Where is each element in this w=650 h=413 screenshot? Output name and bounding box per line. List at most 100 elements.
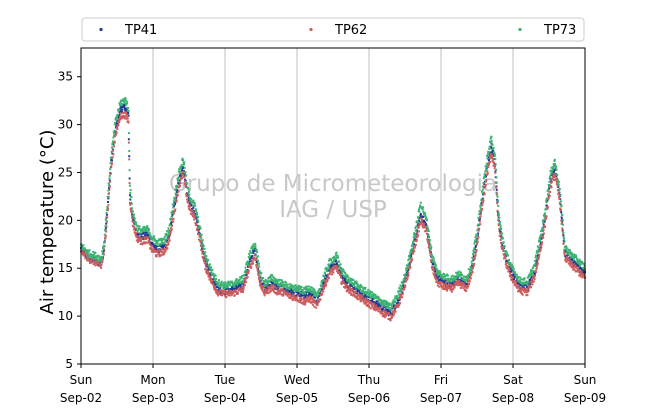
point-TP41 <box>415 229 418 232</box>
point-TP62 <box>356 297 359 300</box>
point-TP62 <box>221 293 224 296</box>
point-TP62 <box>461 283 464 286</box>
point-TP62 <box>247 269 250 272</box>
point-TP73 <box>378 299 381 302</box>
point-TP62 <box>457 284 460 287</box>
point-TP73 <box>266 281 269 284</box>
point-TP62 <box>414 245 417 248</box>
point-TP73 <box>244 266 247 269</box>
point-TP73 <box>525 282 528 285</box>
point-TP62 <box>411 251 414 254</box>
point-TP73 <box>127 132 130 135</box>
point-TP62 <box>139 242 142 245</box>
point-TP62 <box>198 235 201 238</box>
point-TP62 <box>403 287 406 290</box>
point-TP41 <box>253 250 256 253</box>
point-TP41 <box>215 283 218 286</box>
point-TP62 <box>255 265 258 268</box>
point-TP41 <box>119 106 122 109</box>
point-TP62 <box>570 260 573 263</box>
point-TP62 <box>576 270 579 273</box>
point-TP62 <box>466 286 469 289</box>
point-TP62 <box>329 271 332 274</box>
point-TP73 <box>171 211 174 214</box>
point-TP73 <box>197 216 199 219</box>
point-TP62 <box>105 225 108 228</box>
point-TP62 <box>389 319 392 322</box>
point-TP73 <box>559 200 562 203</box>
point-TP62 <box>181 177 184 180</box>
point-TP62 <box>344 286 347 289</box>
point-TP41 <box>478 219 481 222</box>
point-TP41 <box>178 182 181 185</box>
point-TP73 <box>242 280 244 283</box>
point-TP73 <box>543 215 546 218</box>
point-TP62 <box>294 297 297 300</box>
point-TP73 <box>273 277 276 280</box>
point-TP62 <box>366 305 369 308</box>
point-TP62 <box>360 299 363 302</box>
point-TP62 <box>118 121 121 124</box>
point-TP73 <box>303 290 306 293</box>
point-TP62 <box>420 217 423 220</box>
point-TP73 <box>145 226 148 229</box>
point-TP62 <box>176 193 179 196</box>
point-TP62 <box>127 120 130 123</box>
point-TP73 <box>260 272 263 275</box>
point-TP73 <box>404 275 407 278</box>
point-TP41 <box>118 110 121 113</box>
point-TP73 <box>533 259 536 262</box>
point-TP73 <box>488 145 491 148</box>
point-TP62 <box>481 201 484 204</box>
point-TP73 <box>176 184 179 187</box>
point-TP41 <box>289 289 292 292</box>
point-TP73 <box>470 268 473 271</box>
point-TP41 <box>396 302 399 305</box>
point-TP62 <box>195 229 198 232</box>
point-TP62 <box>197 229 200 232</box>
point-TP62 <box>483 191 486 194</box>
point-TP73 <box>226 283 229 286</box>
point-TP73 <box>311 289 314 292</box>
point-TP73 <box>141 230 144 233</box>
point-TP62 <box>351 294 354 297</box>
point-TP73 <box>326 268 329 271</box>
point-TP73 <box>432 260 435 263</box>
point-TP73 <box>402 282 405 285</box>
point-TP73 <box>569 252 572 255</box>
point-TP41 <box>474 245 477 248</box>
point-TP62 <box>560 219 563 222</box>
point-TP62 <box>310 297 313 300</box>
point-TP73 <box>172 203 175 206</box>
point-TP62 <box>269 290 272 293</box>
point-TP73 <box>149 233 152 236</box>
point-TP62 <box>305 300 308 303</box>
point-TP41 <box>343 278 346 281</box>
point-TP62 <box>465 289 468 292</box>
point-TP41 <box>256 260 259 263</box>
point-TP73 <box>541 226 544 229</box>
point-TP73 <box>428 240 431 243</box>
point-TP73 <box>386 301 388 304</box>
point-TP41 <box>578 266 581 269</box>
point-TP62 <box>409 264 412 267</box>
x-tick-date-6: Sep-08 <box>492 391 534 405</box>
point-TP41 <box>246 269 249 272</box>
point-TP62 <box>82 254 85 257</box>
point-TP73 <box>197 220 200 223</box>
point-TP73 <box>287 283 289 286</box>
point-TP73 <box>485 166 488 169</box>
point-TP41 <box>472 263 475 266</box>
point-TP41 <box>304 296 307 299</box>
point-TP62 <box>490 153 493 156</box>
point-TP73 <box>212 276 215 279</box>
point-TP73 <box>323 275 326 278</box>
point-TP41 <box>261 283 264 286</box>
point-TP62 <box>542 236 545 239</box>
point-TP62 <box>519 290 522 293</box>
point-TP41 <box>527 287 530 290</box>
point-TP62 <box>113 145 116 148</box>
point-TP73 <box>399 284 402 287</box>
point-TP41 <box>166 239 169 242</box>
point-TP73 <box>183 161 186 164</box>
